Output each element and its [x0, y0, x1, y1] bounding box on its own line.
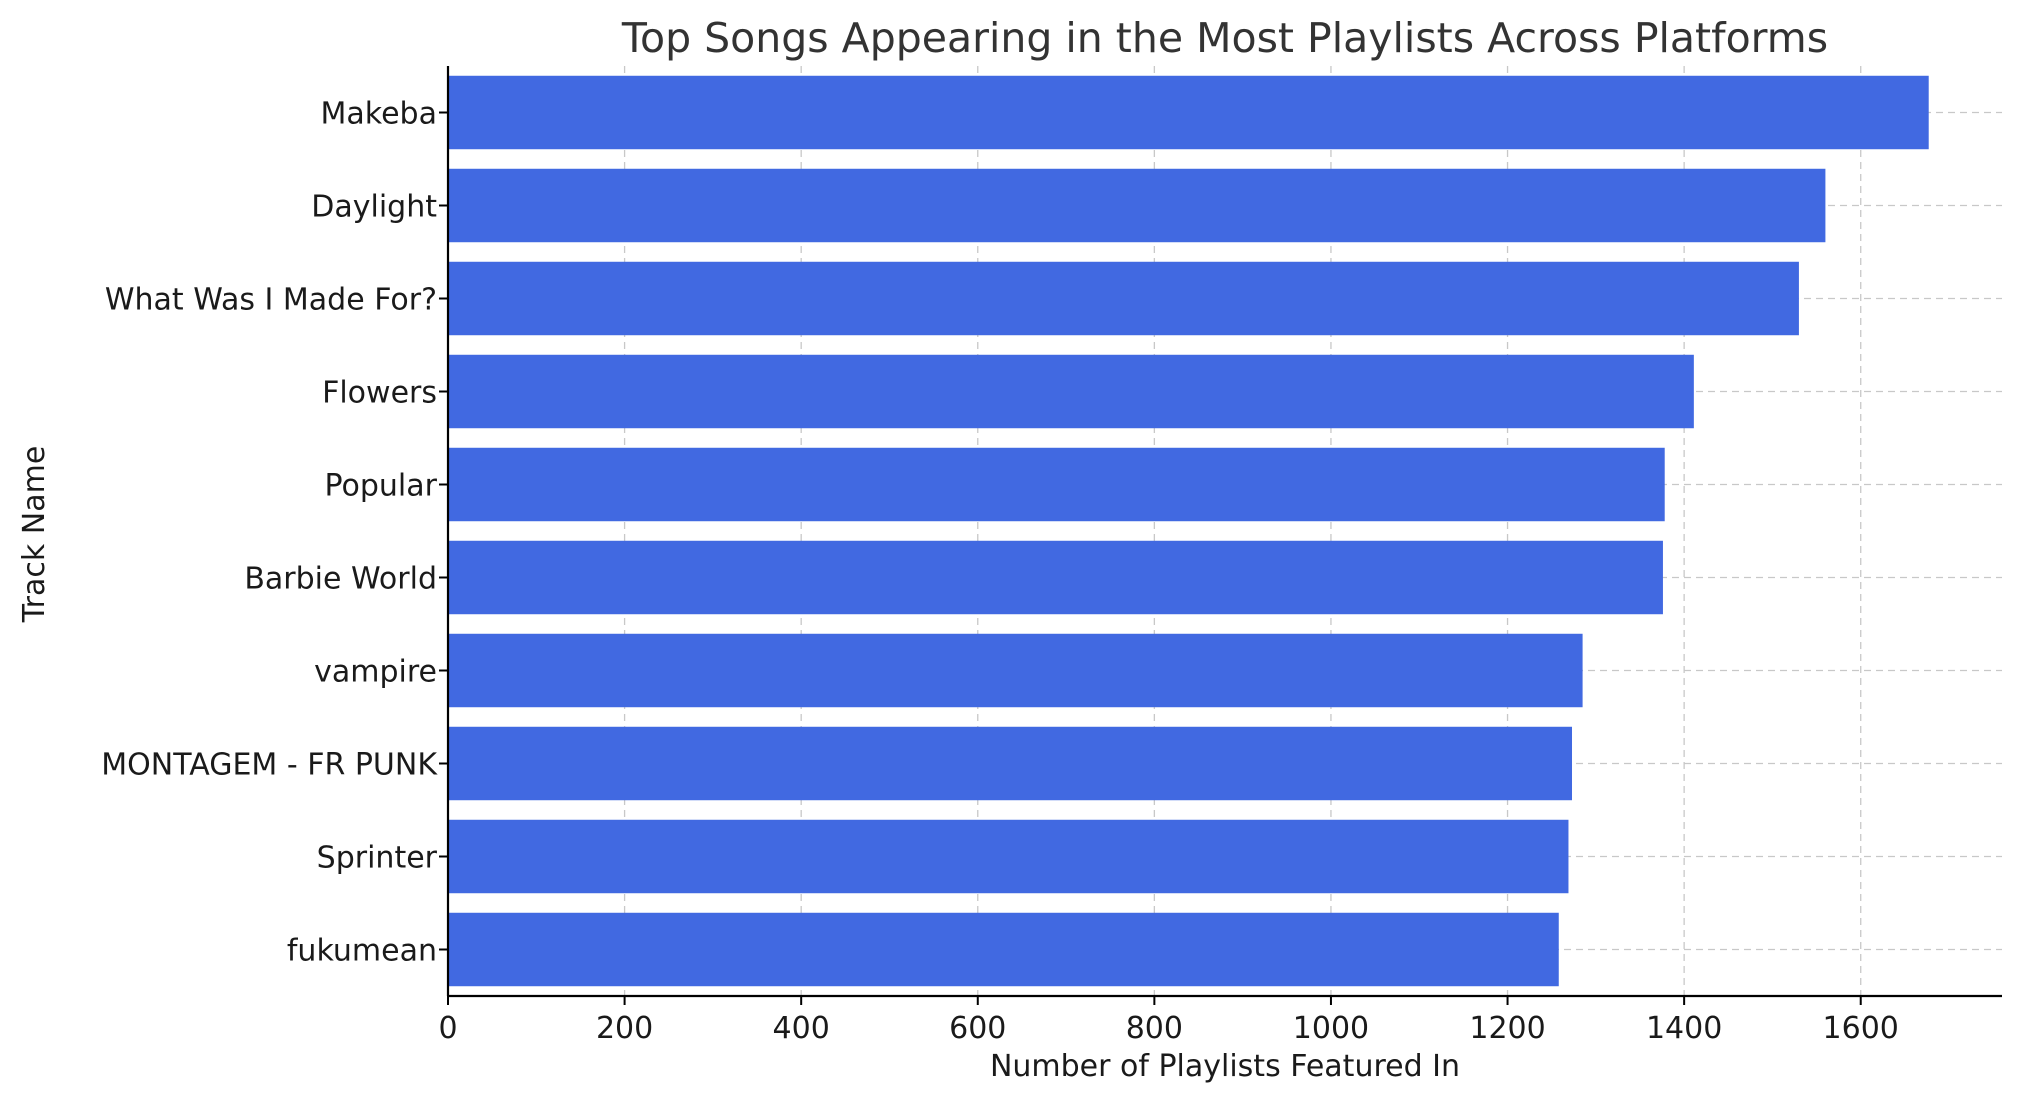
- bar: [448, 261, 1799, 336]
- chart-title: Top Songs Appearing in the Most Playlist…: [621, 14, 1828, 62]
- bar: [448, 168, 1826, 243]
- bar: [448, 354, 1694, 429]
- x-tick-label: 1200: [1469, 1011, 1545, 1046]
- y-tick-label: Flowers: [322, 376, 437, 411]
- bar: [448, 447, 1665, 522]
- y-tick-label: Barbie World: [244, 562, 437, 597]
- x-tick-label: 1400: [1646, 1011, 1722, 1046]
- x-axis-ticks: 0 200 400 600 800 1000 1200 1400 1600: [438, 996, 1899, 1046]
- x-tick-label: 1600: [1823, 1011, 1899, 1046]
- bar: [448, 633, 1583, 708]
- bar: [448, 912, 1559, 987]
- y-tick-label: What Was I Made For?: [105, 283, 437, 318]
- bar: [448, 75, 1929, 150]
- bar: [448, 819, 1569, 894]
- x-tick-label: 600: [949, 1011, 1006, 1046]
- x-tick-label: 1000: [1293, 1011, 1369, 1046]
- y-tick-label: vampire: [314, 655, 437, 690]
- y-tick-label: MONTAGEM - FR PUNK: [101, 748, 438, 783]
- x-tick-label: 200: [596, 1011, 653, 1046]
- y-tick-label: Sprinter: [317, 841, 438, 876]
- y-tick-label: Daylight: [311, 190, 437, 225]
- bar: [448, 726, 1573, 801]
- y-tick-label: Makeba: [321, 97, 437, 132]
- y-axis-ticks: Makeba Daylight What Was I Made For? Flower…: [101, 97, 448, 969]
- y-axis-label: Track Name: [17, 446, 52, 624]
- y-tick-label: Popular: [325, 469, 438, 504]
- y-tick-label: fukumean: [287, 934, 437, 969]
- x-tick-label: 800: [1126, 1011, 1183, 1046]
- bar: [448, 540, 1663, 615]
- x-tick-label: 0: [438, 1011, 457, 1046]
- x-tick-label: 400: [773, 1011, 830, 1046]
- x-axis-label: Number of Playlists Featured In: [990, 1049, 1460, 1084]
- bars: [448, 75, 1929, 987]
